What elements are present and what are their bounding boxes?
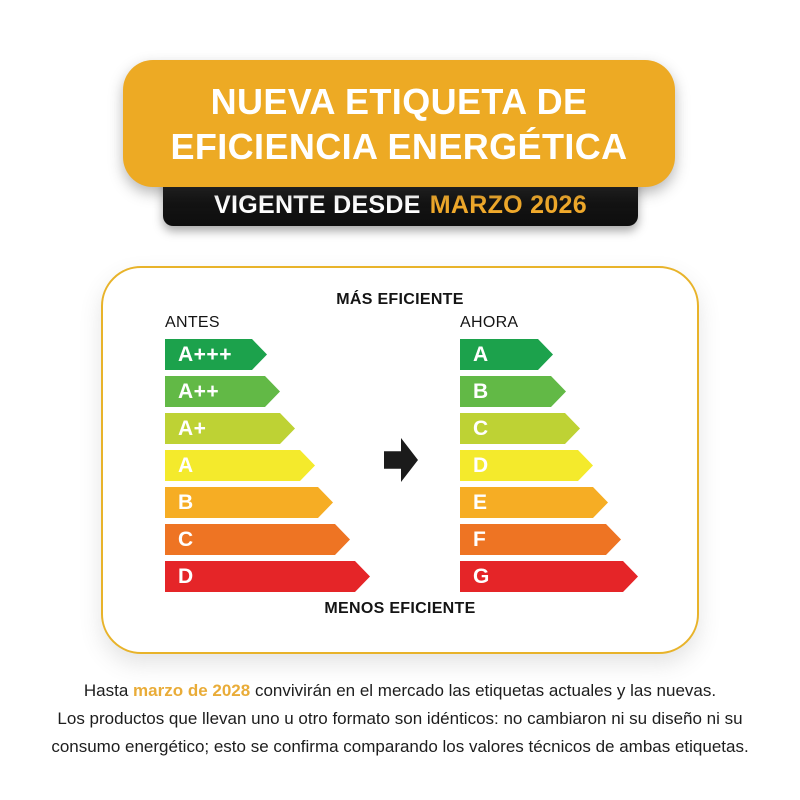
rating-grade-label: B [473, 379, 489, 403]
rating-bar-d: D [165, 561, 370, 592]
rating-bar-d: D [460, 450, 593, 481]
rating-grade-label: A++ [178, 379, 220, 403]
rating-bar-c: C [165, 524, 350, 555]
rating-bar-g: G [460, 561, 638, 592]
title-banner: NUEVA ETIQUETA DE EFICIENCIA ENERGÉTICA [123, 60, 675, 187]
rating-grade-label: A+ [178, 416, 207, 440]
transition-arrow-icon [384, 438, 418, 482]
before-label: ANTES [165, 314, 220, 331]
rating-bar-appp: A+++ [165, 339, 267, 370]
rating-grade-label: E [473, 490, 488, 514]
rating-grade-label: A [178, 453, 194, 477]
rating-bar-app: A++ [165, 376, 280, 407]
rating-grade-label: A [473, 342, 489, 366]
footer-line1-prefix: Hasta [83, 681, 134, 700]
rating-grade-label: D [473, 453, 489, 477]
footer-note: Hasta marzo de 2028 convivirán en el mer… [40, 677, 760, 761]
footer-line1-suffix: convivirán en el mercado las etiquetas a… [250, 681, 717, 700]
rating-bar-a: A [460, 339, 553, 370]
rating-grade-label: G [473, 564, 490, 588]
rating-grade-label: C [178, 527, 194, 551]
validity-prefix: VIGENTE DESDE [214, 191, 421, 219]
rating-grade-label: F [473, 527, 487, 551]
after-label: AHORA [460, 314, 519, 331]
rating-grade-label: A+++ [178, 342, 232, 366]
ratings-column-before: ANTES A+++ A++ A+ A B C D [165, 314, 370, 598]
page-title-line2: EFICIENCIA ENERGÉTICA [170, 125, 628, 167]
more-efficient-label: MÁS EFICIENTE [336, 291, 464, 308]
rating-bar-f: F [460, 524, 621, 555]
validity-date: MARZO 2026 [429, 191, 587, 219]
validity-text: VIGENTE DESDE MARZO 2026 [163, 185, 638, 226]
comparison-card: MÁS EFICIENTE ANTES A+++ A++ A+ A B C D AHORA … [101, 266, 699, 654]
rating-bar-a: A [165, 450, 315, 481]
rating-grade-label: B [178, 490, 194, 514]
rating-bar-b: B [460, 376, 566, 407]
rating-bar-c: C [460, 413, 580, 444]
footer-date-highlight: marzo de 2028 [133, 681, 251, 700]
rating-grade-label: C [473, 416, 489, 440]
footer-line3: consumo energético; esto se confirma com… [51, 737, 749, 756]
rating-bar-e: E [460, 487, 608, 518]
rating-bar-b: B [165, 487, 333, 518]
footer-line2: Los productos que llevan uno u otro form… [57, 709, 743, 728]
less-efficient-label: MENOS EFICIENTE [324, 600, 476, 617]
rating-grade-label: D [178, 564, 194, 588]
page-title-line1: NUEVA ETIQUETA DE [210, 80, 588, 122]
rating-bar-ap: A+ [165, 413, 295, 444]
ratings-before: A+++ A++ A+ A B C D [165, 339, 370, 592]
page-title: NUEVA ETIQUETA DE EFICIENCIA ENERGÉTICA [170, 79, 627, 169]
